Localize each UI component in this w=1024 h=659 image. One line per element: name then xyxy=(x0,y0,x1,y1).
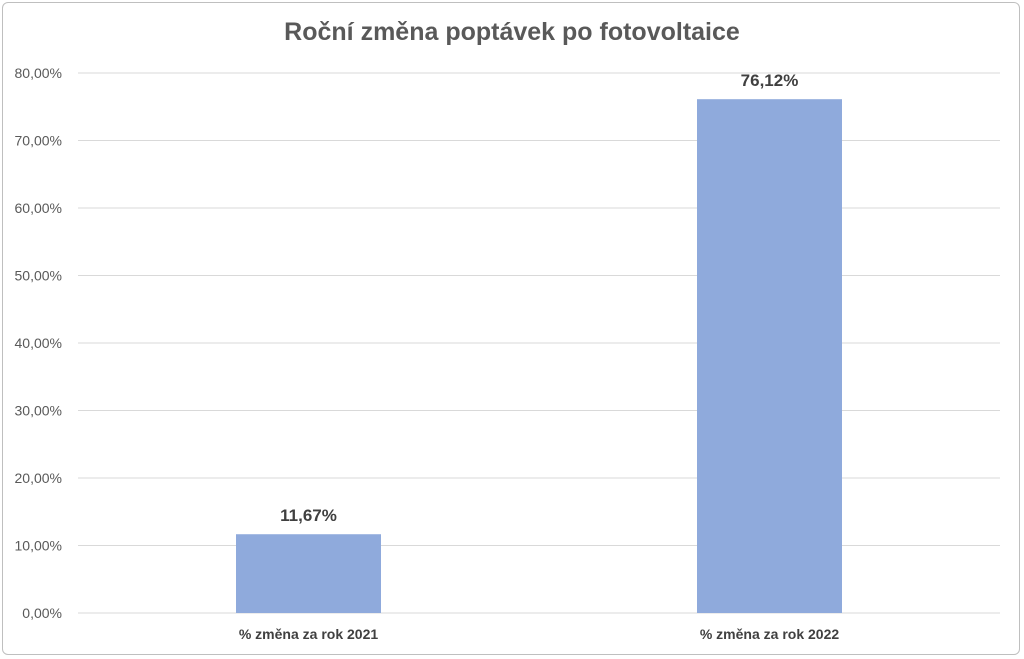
data-label: 76,12% xyxy=(741,71,799,90)
y-tick-label: 50,00% xyxy=(15,268,62,284)
y-tick-label: 20,00% xyxy=(15,470,62,486)
y-tick-label: 70,00% xyxy=(15,133,62,149)
y-tick-label: 80,00% xyxy=(15,65,62,81)
category-labels: % změna za rok 2021 % změna za rok 2022 xyxy=(239,626,840,642)
bar xyxy=(697,99,842,613)
y-tick-label: 40,00% xyxy=(15,335,62,351)
gridlines xyxy=(78,72,1000,614)
category-label: % změna za rok 2022 xyxy=(700,626,840,642)
bars xyxy=(236,99,842,613)
y-tick-label: 60,00% xyxy=(15,200,62,216)
y-tick-label: 0,00% xyxy=(22,605,62,621)
chart-title: Roční změna poptávek po fotovoltaice xyxy=(284,18,740,46)
bar xyxy=(236,534,381,613)
y-tick-label: 30,00% xyxy=(15,403,62,419)
y-tick-label: 10,00% xyxy=(15,538,62,554)
data-label: 11,67% xyxy=(280,506,337,525)
y-axis-tick-labels: 0,00% 10,00% 20,00% 30,00% 40,00% 50,00% 60,00… xyxy=(15,65,62,621)
data-labels: 11,67% 76,12% xyxy=(280,71,798,525)
category-label: % změna za rok 2021 xyxy=(239,626,379,642)
